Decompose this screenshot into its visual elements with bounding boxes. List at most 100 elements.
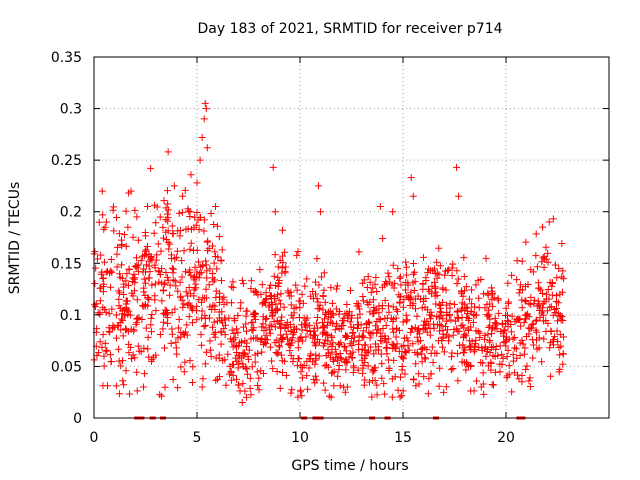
data-point (361, 346, 369, 354)
data-point (402, 271, 410, 279)
data-point (511, 334, 519, 342)
data-point (354, 366, 362, 374)
data-point (160, 344, 168, 352)
data-point (311, 360, 319, 368)
data-point (488, 284, 496, 292)
data-point (521, 297, 529, 305)
chart-title: Day 183 of 2021, SRMTID for receiver p71… (197, 21, 502, 37)
data-point (133, 296, 141, 304)
data-point (491, 325, 499, 333)
data-point (350, 364, 358, 372)
data-point (364, 347, 372, 355)
data-point (140, 275, 148, 283)
data-point (296, 304, 304, 312)
data-point (402, 263, 410, 271)
data-point (119, 332, 127, 340)
data-point (164, 319, 172, 327)
data-point (515, 289, 523, 297)
data-point (484, 330, 492, 338)
data-point (138, 302, 146, 310)
data-point (484, 291, 492, 299)
data-point (439, 333, 447, 341)
data-point (448, 264, 456, 272)
data-point (142, 324, 150, 332)
data-point (103, 346, 111, 354)
data-point (100, 225, 108, 233)
data-point (327, 318, 335, 326)
data-point (241, 387, 249, 395)
data-point (175, 209, 183, 217)
data-point (243, 365, 251, 373)
data-point (166, 240, 174, 248)
data-point (193, 302, 201, 310)
data-point (214, 253, 222, 261)
data-point (147, 321, 155, 329)
data-point (417, 345, 425, 353)
data-point (102, 308, 110, 316)
data-point (399, 318, 407, 326)
data-point (459, 341, 467, 349)
x-tick-label: 10 (291, 430, 309, 446)
data-point (186, 245, 194, 253)
data-point (277, 317, 285, 325)
data-point (152, 351, 160, 359)
data-point (189, 363, 197, 371)
data-point (420, 317, 428, 325)
data-point (92, 264, 100, 272)
data-point (211, 248, 219, 256)
data-point (367, 288, 375, 296)
data-point (215, 298, 223, 306)
data-point (459, 292, 467, 300)
data-point (148, 281, 156, 289)
data-point (166, 291, 174, 299)
data-point (520, 350, 528, 358)
data-point (421, 322, 429, 330)
data-point (211, 302, 219, 310)
data-point (107, 256, 115, 264)
data-point (442, 383, 450, 391)
data-point (402, 278, 410, 286)
data-point (125, 349, 133, 357)
data-point (320, 340, 328, 348)
data-point (425, 320, 433, 328)
data-point (210, 330, 218, 338)
data-point (413, 312, 421, 320)
data-point (340, 317, 348, 325)
data-point (158, 392, 166, 400)
data-point (431, 284, 439, 292)
data-point (410, 286, 418, 294)
y-tick-label: 0.25 (51, 153, 82, 169)
data-point (93, 255, 101, 263)
data-point (500, 332, 508, 340)
x-tick-label: 0 (90, 430, 99, 446)
data-point (203, 267, 211, 275)
data-point (311, 338, 319, 346)
data-point (131, 206, 139, 214)
data-point (148, 256, 156, 264)
data-point (104, 382, 112, 390)
data-point (113, 250, 121, 258)
data-point (239, 280, 247, 288)
data-point (116, 289, 124, 297)
data-point (457, 288, 465, 296)
data-point (200, 216, 208, 224)
data-point (162, 228, 170, 236)
data-point (535, 334, 543, 342)
data-point (215, 351, 223, 359)
data-point (258, 323, 266, 331)
data-point (407, 288, 415, 296)
data-point (112, 382, 120, 390)
data-point (199, 261, 207, 269)
data-point (273, 368, 281, 376)
data-point (513, 276, 521, 284)
data-point (336, 307, 344, 315)
data-point (122, 207, 130, 215)
data-point (487, 366, 495, 374)
data-point (469, 318, 477, 326)
peak-point (455, 192, 463, 200)
data-point (281, 269, 289, 277)
data-point (159, 318, 167, 326)
data-point (480, 390, 488, 398)
data-point (218, 246, 226, 254)
data-point (140, 302, 148, 310)
